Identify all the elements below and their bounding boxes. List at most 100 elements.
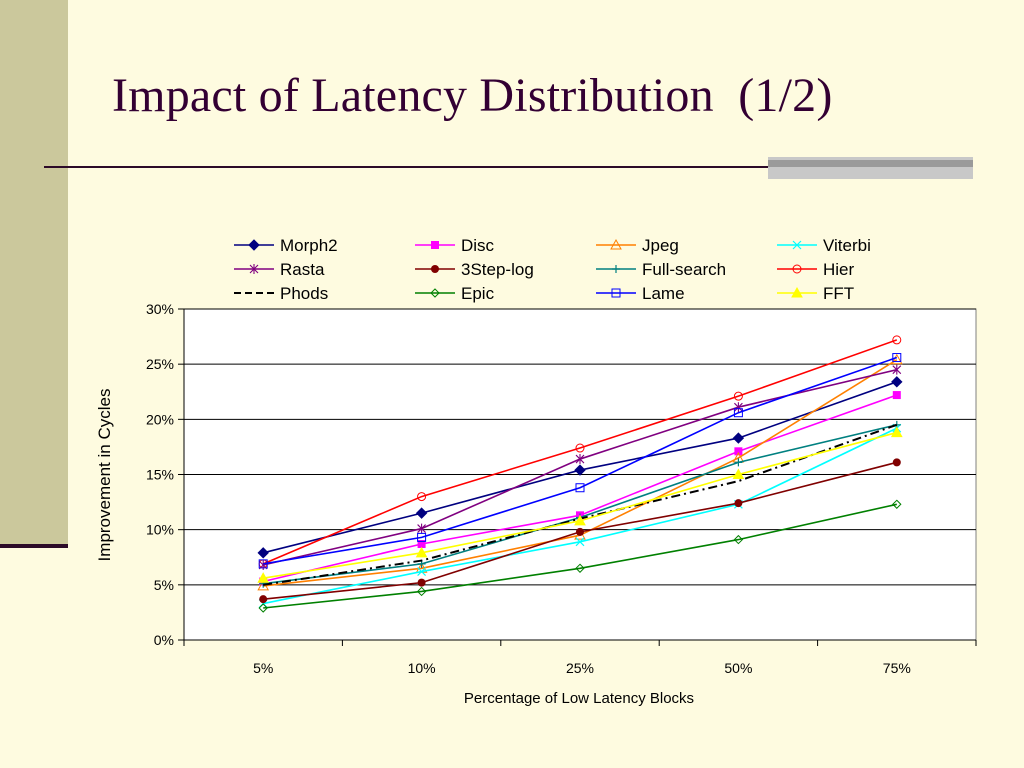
legend-label-full-search: Full-search — [642, 260, 726, 279]
axes: 0% 5% 10% 15% 20% 25% 30% 5% 10% 25% 50% 75% — [146, 301, 977, 676]
legend-item-rasta: Rasta — [234, 260, 325, 279]
legend-item-hier: Hier — [777, 260, 855, 279]
left-decor-line — [0, 544, 68, 548]
data-point-rasta — [417, 523, 426, 534]
series-fft — [257, 426, 903, 583]
series-line-epic — [263, 503, 897, 609]
series-epic — [258, 499, 902, 613]
data-point-epic — [575, 563, 585, 573]
slide-title: Impact of Latency Distribution (1/2) — [112, 69, 833, 122]
data-point-morph2 — [257, 547, 269, 559]
legend-label-jpeg: Jpeg — [642, 236, 679, 255]
y-tick-label: 5% — [154, 577, 174, 593]
data-point-rasta — [575, 454, 585, 465]
y-tick-label: 20% — [146, 411, 174, 427]
legend-marker-full-search — [612, 265, 620, 273]
title-accent-band — [768, 160, 973, 167]
legend-item-lame: Lame — [596, 284, 685, 303]
data-point-fft — [732, 468, 745, 479]
legend-marker-viterbi — [792, 240, 802, 250]
y-tick-label: 30% — [146, 301, 174, 317]
legend-label-morph2: Morph2 — [280, 236, 338, 255]
legend-item-fft: FFT — [777, 284, 854, 303]
title-rule — [44, 166, 772, 168]
legend-marker-disc — [431, 241, 439, 249]
legend-item-epic: Epic — [415, 284, 495, 303]
legend-item-disc: Disc — [415, 236, 495, 255]
series-lines — [257, 335, 903, 613]
legend-marker-rasta — [249, 264, 259, 274]
legend: Morph2 Disc Jpeg Viterbi Rasta 3Step-log Full-… — [234, 236, 871, 303]
left-decor-bar — [0, 0, 68, 545]
data-point-fft — [890, 426, 903, 438]
data-point-morph2 — [891, 376, 903, 388]
data-point-hier — [733, 391, 743, 401]
data-point-hier — [417, 492, 427, 502]
data-point-disc — [892, 391, 901, 400]
series-lame — [258, 353, 902, 569]
data-point-morph2 — [415, 507, 428, 519]
legend-item-jpeg: Jpeg — [596, 236, 679, 255]
gridlines — [183, 308, 977, 641]
legend-marker-epic — [430, 288, 440, 298]
data-point-lame — [258, 559, 268, 569]
data-point-morph2 — [732, 432, 745, 444]
data-point-fft — [415, 546, 428, 558]
y-axis-title: Improvement in Cycles — [95, 389, 114, 562]
legend-marker-3step-log — [431, 265, 439, 273]
legend-marker-lame — [611, 288, 621, 298]
legend-item-morph2: Morph2 — [234, 236, 338, 255]
legend-label-fft: FFT — [823, 284, 854, 303]
y-tick-label: 15% — [146, 467, 174, 483]
legend-marker-fft — [791, 286, 803, 298]
legend-item-full-search: Full-search — [596, 260, 726, 279]
data-point-epic — [258, 603, 268, 613]
legend-marker-jpeg — [610, 238, 622, 250]
data-point-hier — [892, 335, 902, 345]
data-point-viterbi — [575, 537, 585, 547]
y-tick-label: 10% — [146, 522, 174, 538]
series-3step-log — [259, 458, 901, 604]
x-tick-label: 50% — [724, 660, 752, 676]
data-point-full-search — [734, 458, 743, 467]
legend-label-viterbi: Viterbi — [823, 236, 871, 255]
x-tick-label: 10% — [408, 660, 436, 676]
x-tick-label: 25% — [566, 660, 594, 676]
y-tick-label: 25% — [146, 356, 174, 372]
data-point-rasta — [734, 402, 743, 413]
series-morph2 — [257, 376, 903, 559]
legend-label-rasta: Rasta — [280, 260, 325, 279]
data-point-3step-log — [259, 595, 268, 604]
legend-marker-hier — [792, 264, 802, 274]
data-point-epic — [416, 586, 427, 597]
data-point-lame — [733, 408, 743, 418]
data-point-fft — [257, 572, 270, 583]
series-line-hier — [262, 339, 898, 565]
x-tick-label: 75% — [883, 660, 911, 676]
legend-label-phods: Phods — [280, 284, 328, 303]
data-point-3step-log — [892, 458, 901, 467]
data-point-lame — [417, 532, 427, 542]
legend-label-epic: Epic — [461, 284, 495, 303]
legend-item-3step-log: 3Step-log — [415, 260, 534, 279]
data-point-morph2 — [574, 464, 586, 476]
y-tick-label: 0% — [154, 632, 174, 648]
legend-item-viterbi: Viterbi — [777, 236, 871, 255]
data-point-epic — [733, 534, 744, 545]
data-point-lame — [575, 483, 585, 493]
data-point-disc — [417, 540, 426, 549]
data-point-rasta — [892, 364, 902, 375]
legend-label-lame: Lame — [642, 284, 685, 303]
data-point-viterbi — [417, 567, 427, 577]
legend-label-disc: Disc — [461, 236, 495, 255]
data-point-3step-log — [417, 578, 426, 587]
data-point-lame — [892, 353, 902, 363]
legend-label-hier: Hier — [823, 260, 855, 279]
data-point-disc — [734, 447, 743, 456]
legend-item-phods: Phods — [234, 284, 328, 303]
x-tick-label: 5% — [253, 660, 273, 676]
legend-marker-morph2 — [248, 239, 260, 251]
data-point-3step-log — [734, 499, 743, 508]
data-point-fft — [574, 514, 586, 526]
